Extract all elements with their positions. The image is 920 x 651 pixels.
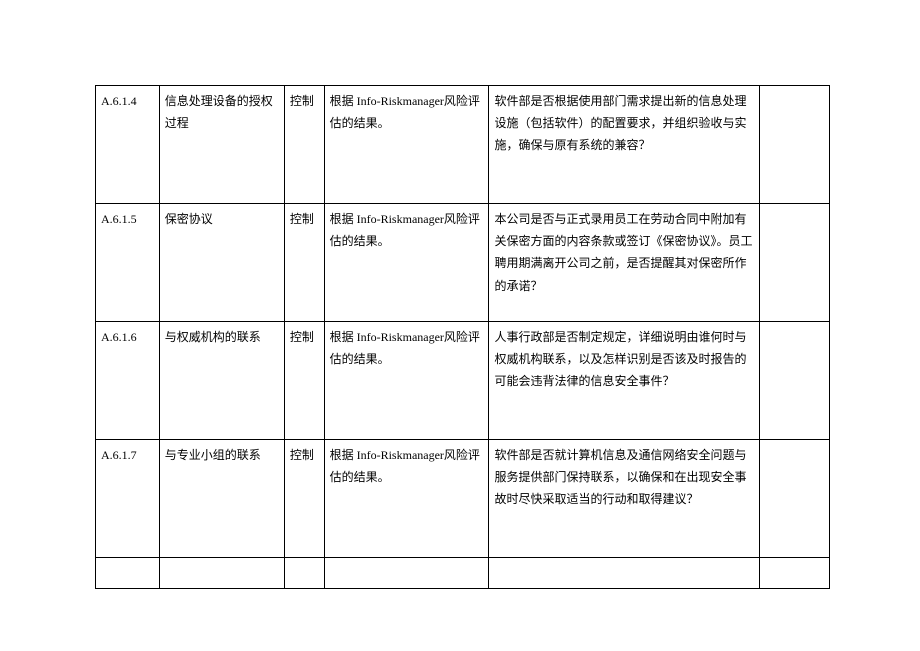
table-row: A.6.1.5 保密协议 控制 根据 Info-Riskmanager风险评估的… — [96, 204, 830, 322]
cell-id: A.6.1.4 — [96, 86, 160, 204]
table-row: A.6.1.7 与专业小组的联系 控制 根据 Info-Riskmanager风… — [96, 440, 830, 558]
cell-title: 与权威机构的联系 — [159, 322, 284, 440]
cell-remark — [760, 558, 830, 589]
compliance-table: A.6.1.4 信息处理设备的授权过程 控制 根据 Info-Riskmanag… — [95, 85, 830, 589]
cell-basis: 根据 Info-Riskmanager风险评估的结果。 — [324, 86, 489, 204]
cell-title: 保密协议 — [159, 204, 284, 322]
cell-remark — [760, 440, 830, 558]
cell-basis: 根据 Info-Riskmanager风险评估的结果。 — [324, 204, 489, 322]
table-row: A.6.1.6 与权威机构的联系 控制 根据 Info-Riskmanager风… — [96, 322, 830, 440]
cell-type: 控制 — [284, 322, 324, 440]
cell-id — [96, 558, 160, 589]
cell-id: A.6.1.7 — [96, 440, 160, 558]
cell-remark — [760, 322, 830, 440]
cell-title: 与专业小组的联系 — [159, 440, 284, 558]
table-row — [96, 558, 830, 589]
cell-question: 本公司是否与正式录用员工在劳动合同中附加有关保密方面的内容条款或签订《保密协议》… — [489, 204, 760, 322]
table-row: A.6.1.4 信息处理设备的授权过程 控制 根据 Info-Riskmanag… — [96, 86, 830, 204]
cell-remark — [760, 86, 830, 204]
cell-id: A.6.1.6 — [96, 322, 160, 440]
cell-question — [489, 558, 760, 589]
cell-type: 控制 — [284, 204, 324, 322]
cell-title — [159, 558, 284, 589]
cell-basis — [324, 558, 489, 589]
cell-type — [284, 558, 324, 589]
cell-basis: 根据 Info-Riskmanager风险评估的结果。 — [324, 440, 489, 558]
cell-remark — [760, 204, 830, 322]
cell-question: 软件部是否就计算机信息及通信网络安全问题与服务提供部门保持联系，以确保和在出现安… — [489, 440, 760, 558]
cell-title: 信息处理设备的授权过程 — [159, 86, 284, 204]
cell-type: 控制 — [284, 440, 324, 558]
cell-question: 软件部是否根据使用部门需求提出新的信息处理设施（包括软件）的配置要求，并组织验收… — [489, 86, 760, 204]
cell-type: 控制 — [284, 86, 324, 204]
cell-question: 人事行政部是否制定规定，详细说明由谁何时与权威机构联系，以及怎样识别是否该及时报… — [489, 322, 760, 440]
cell-basis: 根据 Info-Riskmanager风险评估的结果。 — [324, 322, 489, 440]
cell-id: A.6.1.5 — [96, 204, 160, 322]
